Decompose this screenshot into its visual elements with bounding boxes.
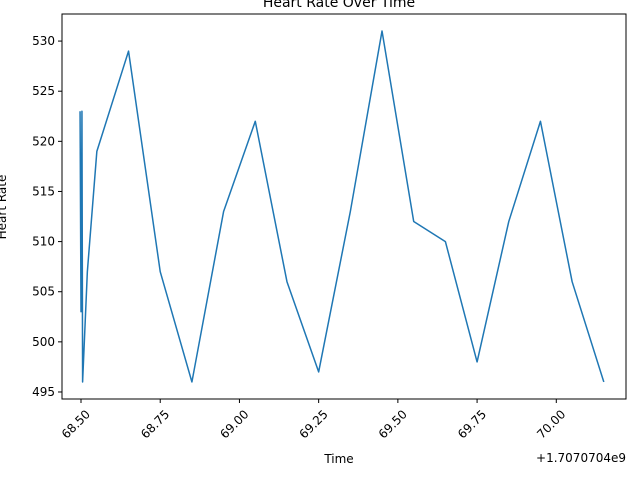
- y-tick-label: 520: [32, 134, 55, 148]
- x-tick-label: 70.00: [534, 407, 568, 441]
- x-axis-offset-label: +1.7070704e9: [536, 451, 626, 465]
- series-layer: [79, 30, 605, 383]
- plot-frame: [61, 13, 627, 400]
- x-tick-label: 69.75: [455, 407, 489, 441]
- x-tick-label: 68.50: [59, 407, 93, 441]
- x-tick-label: 69.50: [376, 407, 410, 441]
- y-tick-label: 500: [32, 335, 55, 349]
- y-tick-label: 525: [32, 84, 55, 98]
- y-tick-label: 495: [32, 385, 55, 399]
- x-axis-label: Time: [323, 452, 353, 466]
- y-tick-label: 530: [32, 34, 55, 48]
- chart-title: Heart Rate Over Time: [263, 0, 415, 11]
- x-tick-label: 68.75: [138, 407, 172, 441]
- x-tick-label: 69.00: [217, 407, 251, 441]
- y-axis-label: Heart Rate: [0, 175, 9, 240]
- y-axis-ticks: 495 500 505 510 515 520 525 530: [32, 34, 62, 399]
- y-tick-label: 515: [32, 184, 55, 198]
- x-axis-ticks: 68.50 68.75 69.00 69.25 69.50 69.75 70.00: [59, 399, 568, 441]
- y-tick-label: 510: [32, 235, 55, 249]
- y-tick-label: 505: [32, 285, 55, 299]
- series-line-0: [79, 30, 605, 383]
- x-tick-label: 69.25: [297, 407, 331, 441]
